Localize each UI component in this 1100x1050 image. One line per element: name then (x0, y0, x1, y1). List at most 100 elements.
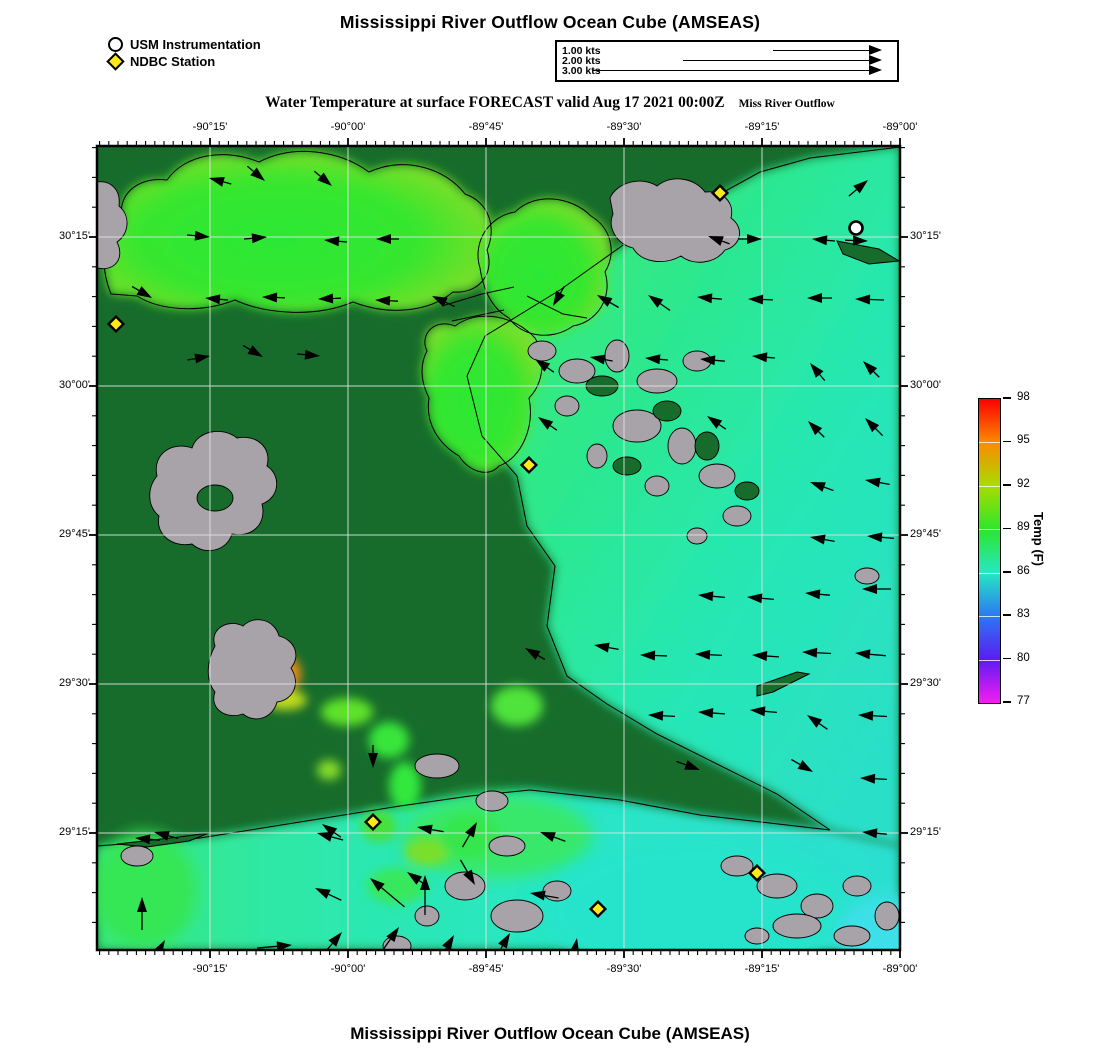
current-arrow-icon (810, 482, 834, 492)
current-arrow-icon (645, 354, 668, 365)
current-arrow-icon (366, 927, 399, 950)
ndbc-station-marker (710, 183, 730, 203)
current-arrow-icon (315, 888, 342, 901)
colorbar-gridline (979, 659, 1000, 661)
lon-label: -89°00' (882, 121, 918, 133)
current-arrow-icon (244, 233, 267, 244)
current-arrow-icon (648, 295, 671, 312)
colorbar-tick (1003, 440, 1011, 443)
colorbar-gridline (979, 616, 1000, 618)
scale-row-1: 1.00 kts (557, 45, 897, 57)
lat-label: 30°15' (59, 230, 90, 242)
current-arrow-icon (855, 294, 885, 305)
arrow-icon (869, 45, 882, 55)
station-markers (106, 183, 864, 919)
lat-label: 29°30' (910, 677, 941, 689)
current-arrow-icon (459, 859, 475, 885)
current-arrow-icon (747, 593, 774, 604)
current-arrow-icon (810, 534, 835, 545)
lat-label: 30°15' (910, 230, 941, 242)
arrow-icon (869, 55, 882, 65)
current-arrow-icon (461, 822, 477, 848)
current-arrow-icon (209, 177, 232, 187)
axis-labels-left: 30°15' 30°00' 29°45' 29°30' 29°15' (38, 0, 90, 1000)
colorbar-gridline (979, 572, 1000, 574)
current-arrow-icon (676, 760, 700, 770)
current-arrow-icon (590, 354, 613, 365)
grid-lines (97, 146, 900, 950)
colorbar-tick (1003, 484, 1011, 486)
scale-line (773, 50, 869, 52)
axis-labels-right: 30°15' 30°00' 29°45' 29°30' 29°15' (910, 0, 962, 1000)
lon-label: -89°30' (606, 963, 642, 975)
colorbar-tick (1003, 571, 1011, 573)
lon-label: -90°15' (192, 121, 228, 133)
axis-labels-bottom: -90°15' -90°00' -89°45' -89°30' -89°15' -89°0… (0, 963, 1100, 977)
current-arrow-icon (318, 293, 342, 304)
scale-label: 2.00 kts (562, 55, 601, 67)
current-arrow-icon (417, 824, 444, 835)
current-arrow-icon (708, 236, 730, 246)
current-arrow-icon (131, 285, 152, 298)
colorbar-tick-label: 98 (1017, 391, 1030, 403)
current-arrow-icon (860, 773, 887, 784)
current-arrow-icon (594, 642, 619, 653)
axis-labels-top: -90°15' -90°00' -89°45' -89°30' -89°15' -89°0… (0, 121, 1100, 135)
current-arrow-icon (805, 589, 830, 600)
scale-row-2: 2.00 kts (557, 55, 897, 67)
current-arrow-icon (187, 353, 210, 364)
colorbar-tick (1003, 397, 1011, 399)
map-canvas (89, 138, 908, 958)
current-arrow-icon (810, 363, 826, 382)
colorbar-tick-label: 89 (1017, 521, 1030, 534)
current-arrow-icon (297, 349, 320, 360)
current-arrow-icon (530, 890, 559, 901)
current-arrow-icon (540, 832, 566, 842)
vector-scale-legend: 1.00 kts 2.00 kts 3.00 kts (555, 40, 899, 82)
current-arrow-icon (306, 932, 342, 950)
arrow-icon (869, 65, 882, 75)
subtitle-right-tag: Miss River Outflow (738, 98, 835, 110)
current-arrow-icon (322, 824, 342, 838)
colorbar-tick-label: 77 (1017, 695, 1030, 707)
lake-pontchartrain (104, 151, 492, 313)
ndbc-station-marker (106, 314, 126, 334)
current-arrow-icon (432, 296, 455, 308)
colorbar-tick (1003, 657, 1011, 660)
current-arrow-icon (597, 295, 619, 309)
usm-circle-icon (108, 37, 123, 52)
legend: USM Instrumentation NDBC Station (106, 36, 261, 71)
current-arrow-icon (802, 647, 831, 658)
footer-title: Mississippi River Outflow Ocean Cube (AM… (350, 1024, 750, 1043)
legend-label: USM Instrumentation (130, 37, 261, 52)
scale-label: 3.00 kts (562, 65, 601, 77)
current-arrow-icon (640, 650, 668, 661)
current-arrow-icon (750, 706, 777, 717)
east-lobe-water (478, 198, 612, 336)
scale-line (683, 60, 869, 62)
current-arrow-icon (187, 230, 210, 241)
page-title: Mississippi River Outflow Ocean Cube (AM… (339, 12, 761, 32)
current-arrow-icon (752, 651, 779, 662)
current-arrow-icon (862, 584, 891, 594)
lon-label: -89°30' (606, 121, 642, 133)
lon-label: -89°15' (744, 121, 780, 133)
gray-land-patches (97, 178, 900, 950)
current-arrow-icon (865, 418, 884, 437)
colorbar-tick-label: 95 (1017, 434, 1030, 447)
current-arrow-icon (697, 293, 722, 304)
colorbar-tick-label: 86 (1017, 564, 1030, 577)
lon-label: -89°00' (882, 963, 918, 975)
current-arrow-icon (855, 649, 886, 660)
current-arrow-icon (862, 828, 887, 839)
current-arrow-icon (698, 591, 725, 602)
current-arrow-icon (807, 715, 828, 730)
ndbc-station-marker (747, 863, 767, 883)
current-arrow-icon (425, 935, 454, 950)
colorbar-gridline (979, 442, 1000, 444)
current-arrow-icon (700, 355, 725, 366)
lat-label: 29°15' (910, 826, 941, 838)
scale-row-3: 3.00 kts (557, 65, 897, 77)
colorbar-gridline (979, 529, 1000, 531)
current-arrow-icon (867, 532, 894, 543)
